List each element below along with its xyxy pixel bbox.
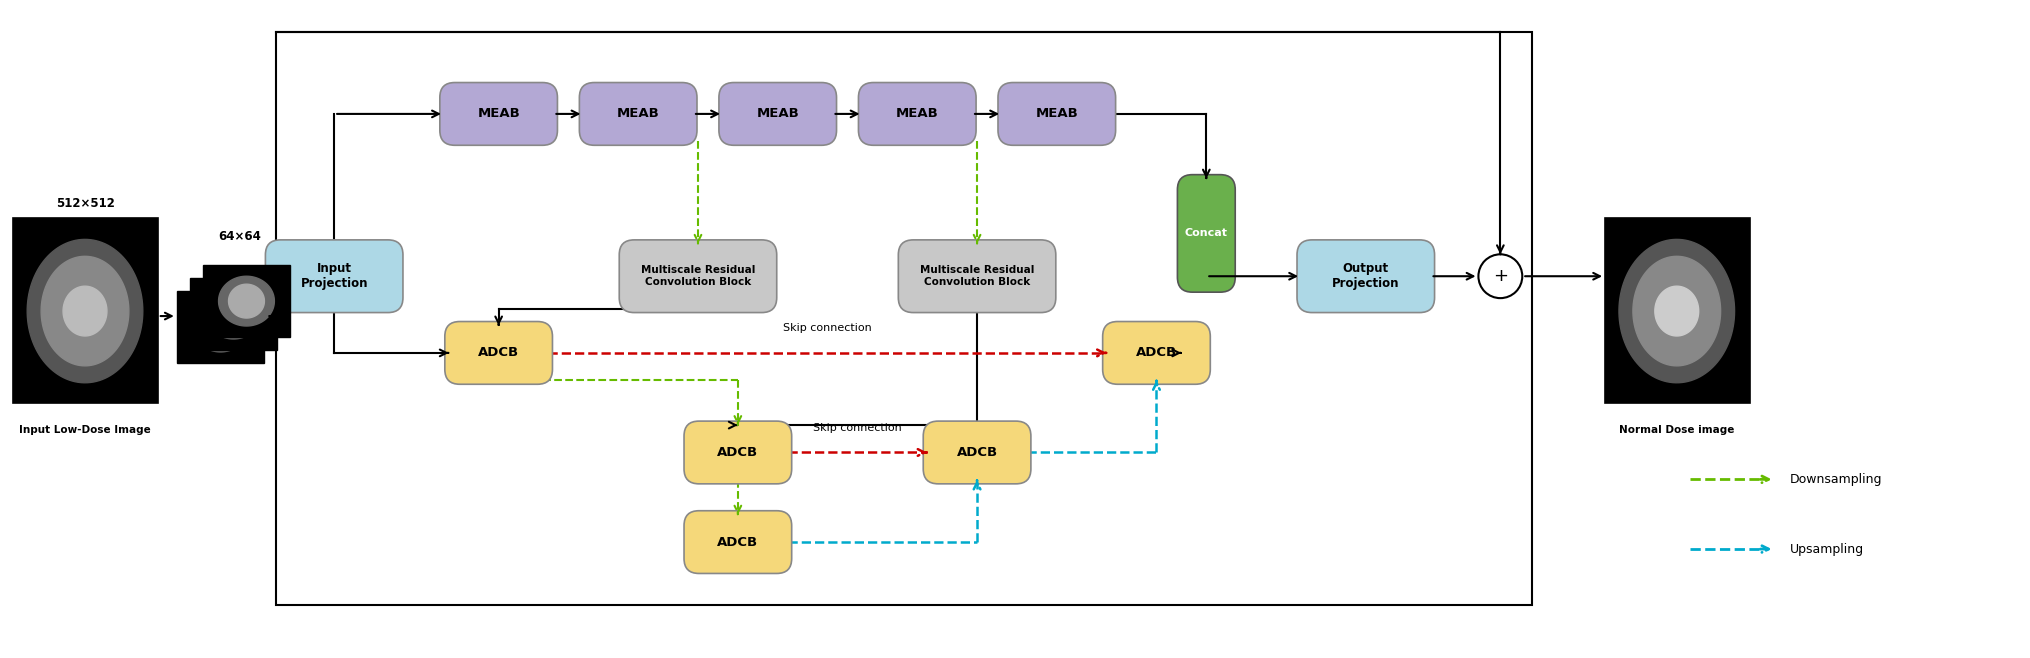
Polygon shape [1654, 286, 1697, 336]
Text: Concat: Concat [1183, 228, 1228, 238]
Text: Normal Dose image: Normal Dose image [1618, 424, 1734, 434]
Text: ADCB: ADCB [717, 446, 757, 459]
Polygon shape [26, 240, 142, 383]
Text: 512×512: 512×512 [55, 197, 114, 210]
FancyBboxPatch shape [997, 82, 1114, 145]
Text: Skip connection: Skip connection [784, 323, 871, 333]
FancyBboxPatch shape [445, 322, 552, 384]
Text: Output
Projection: Output Projection [1332, 263, 1399, 290]
FancyBboxPatch shape [14, 218, 158, 403]
Polygon shape [63, 286, 108, 336]
Polygon shape [219, 276, 274, 326]
Polygon shape [41, 257, 128, 366]
FancyBboxPatch shape [897, 240, 1056, 313]
Polygon shape [229, 284, 264, 318]
Text: Upsampling: Upsampling [1788, 543, 1864, 555]
FancyBboxPatch shape [1297, 240, 1433, 313]
FancyBboxPatch shape [579, 82, 696, 145]
FancyBboxPatch shape [719, 82, 836, 145]
Text: Input Low-Dose Image: Input Low-Dose Image [18, 424, 150, 434]
Text: MEAB: MEAB [617, 107, 660, 120]
FancyBboxPatch shape [684, 421, 792, 484]
FancyBboxPatch shape [1604, 218, 1748, 403]
FancyBboxPatch shape [684, 511, 792, 574]
Polygon shape [203, 310, 238, 344]
Text: +: + [1492, 267, 1506, 285]
FancyBboxPatch shape [441, 82, 556, 145]
FancyBboxPatch shape [619, 240, 775, 313]
FancyBboxPatch shape [189, 278, 278, 350]
Polygon shape [193, 302, 248, 352]
Polygon shape [215, 297, 252, 331]
Text: ADCB: ADCB [717, 536, 757, 549]
Text: ADCB: ADCB [956, 446, 997, 459]
Polygon shape [205, 289, 262, 339]
FancyBboxPatch shape [177, 291, 264, 363]
Text: Input
Projection: Input Projection [300, 263, 367, 290]
FancyBboxPatch shape [924, 421, 1031, 484]
FancyBboxPatch shape [1177, 174, 1234, 292]
Text: MEAB: MEAB [895, 107, 938, 120]
FancyBboxPatch shape [859, 82, 976, 145]
FancyBboxPatch shape [203, 265, 290, 337]
Text: MEAB: MEAB [1035, 107, 1078, 120]
Text: Multiscale Residual
Convolution Block: Multiscale Residual Convolution Block [641, 265, 755, 287]
Text: Skip connection: Skip connection [812, 422, 901, 432]
Polygon shape [1618, 240, 1734, 383]
Text: Downsampling: Downsampling [1788, 473, 1882, 486]
Text: MEAB: MEAB [755, 107, 798, 120]
Text: ADCB: ADCB [1135, 346, 1177, 359]
Text: 64×64: 64×64 [217, 230, 260, 243]
Text: MEAB: MEAB [477, 107, 520, 120]
FancyBboxPatch shape [1102, 322, 1210, 384]
Text: ADCB: ADCB [477, 346, 520, 359]
Polygon shape [1632, 257, 1719, 366]
Text: Multiscale Residual
Convolution Block: Multiscale Residual Convolution Block [920, 265, 1033, 287]
FancyBboxPatch shape [266, 240, 402, 313]
